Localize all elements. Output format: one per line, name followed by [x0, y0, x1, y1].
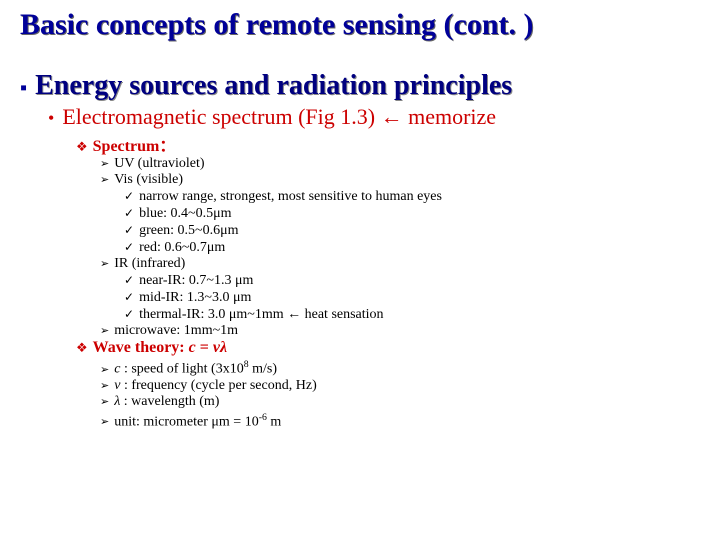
check-bullet-icon: ✓ [124, 188, 134, 204]
check-bullet-icon: ✓ [124, 306, 134, 322]
diamond-bullet-icon: ❖ [76, 341, 88, 355]
wave-item-3-text: λ : wavelength (m) [114, 394, 219, 410]
microwave-row: ➢ microwave: 1mm~1m [100, 323, 708, 339]
check-bullet-icon: ✓ [124, 289, 134, 305]
arrow-left-icon: ← [381, 104, 403, 129]
slide-title: Basic concepts of remote sensing (cont. … [20, 8, 708, 42]
check-bullet-icon: ✓ [124, 239, 134, 255]
wave-item-3: ➢ λ : wavelength (m) [100, 394, 708, 410]
wave-item-4: ➢ unit: micrometer μm = 10-6 m [100, 410, 708, 431]
ir-text: IR (infrared) [114, 256, 185, 272]
microwave-text: microwave: 1mm~1m [114, 323, 238, 339]
vis-item-4-text: red: 0.6~0.7μm [139, 240, 225, 256]
triangle-bullet-icon: ➢ [100, 362, 109, 378]
triangle-bullet-icon: ➢ [100, 172, 109, 188]
w1-txt2: m/s) [249, 362, 277, 377]
w2-txt: : frequency (cycle per second, Hz) [120, 378, 316, 393]
vis-item-3-text: green: 0.5~0.6μm [139, 223, 238, 239]
ir-item-1: ✓ near-IR: 0.7~1.3 μm [124, 272, 708, 289]
wave-item-2-text: ν : frequency (cycle per second, Hz) [114, 378, 317, 394]
diamond-bullet-icon: ❖ [76, 140, 88, 154]
section-heading: Energy sources and radiation principles [35, 70, 512, 102]
sub1-text-a: Electromagnetic spectrum (Fig 1.3) [62, 104, 380, 129]
ir-item-2: ✓ mid-IR: 1.3~3.0 μm [124, 289, 708, 306]
dot-bullet-icon: • [48, 108, 54, 129]
ir-item-3-text: thermal-IR: 3.0 μm~1mm ← heat sensation [139, 307, 383, 323]
vis-item-2-text: blue: 0.4~0.5μm [139, 206, 231, 222]
triangle-bullet-icon: ➢ [100, 256, 109, 272]
wave-item-2: ➢ ν : frequency (cycle per second, Hz) [100, 378, 708, 394]
subheading-row: • Electromagnetic spectrum (Fig 1.3) ← m… [48, 104, 708, 130]
w4-txt: unit: micrometer μm = 10 [114, 414, 258, 429]
uv-row: ➢ UV (ultraviolet) [100, 156, 708, 172]
check-bullet-icon: ✓ [124, 222, 134, 238]
w4-txt2: m [267, 414, 281, 429]
vis-item-1-text: narrow range, strongest, most sensitive … [139, 189, 442, 205]
wave-item-1-text: c : speed of light (3x108 m/s) [114, 357, 277, 378]
ir-item-2-text: mid-IR: 1.3~3.0 μm [139, 290, 251, 306]
section-heading-row: ▪ Energy sources and radiation principle… [20, 70, 708, 102]
check-bullet-icon: ✓ [124, 205, 134, 221]
vis-row: ➢ Vis (visible) [100, 172, 708, 188]
triangle-bullet-icon: ➢ [100, 156, 109, 172]
ir-row: ➢ IR (infrared) [100, 256, 708, 272]
vis-text: Vis (visible) [114, 172, 183, 188]
wave-nl: νλ [213, 339, 227, 356]
wave-item-4-text: unit: micrometer μm = 10-6 m [114, 410, 281, 431]
triangle-bullet-icon: ➢ [100, 414, 109, 430]
square-bullet-icon: ▪ [20, 77, 27, 100]
triangle-bullet-icon: ➢ [100, 378, 109, 394]
wave-theory-row: ❖ Wave theory: c = νλ [76, 339, 708, 357]
ir-item-3: ✓ thermal-IR: 3.0 μm~1mm ← heat sensatio… [124, 306, 708, 323]
wave-c: c [189, 339, 196, 356]
sub1-text-b: memorize [403, 104, 496, 129]
wave-eq: = [196, 339, 213, 356]
wave-label-text: Wave theory: [93, 339, 189, 356]
vis-item-1: ✓ narrow range, strongest, most sensitiv… [124, 188, 708, 205]
vis-item-2: ✓ blue: 0.4~0.5μm [124, 205, 708, 222]
wave-theory-label: Wave theory: c = νλ [93, 339, 227, 357]
check-bullet-icon: ✓ [124, 272, 134, 288]
vis-item-4: ✓ red: 0.6~0.7μm [124, 239, 708, 256]
w4-exp: -6 [259, 412, 267, 423]
w3-txt: : wavelength (m) [120, 394, 219, 409]
triangle-bullet-icon: ➢ [100, 394, 109, 410]
subheading-text: Electromagnetic spectrum (Fig 1.3) ← mem… [62, 104, 496, 130]
uv-text: UV (ultraviolet) [114, 156, 204, 172]
triangle-bullet-icon: ➢ [100, 323, 109, 339]
w1-txt: : speed of light (3x10 [120, 362, 243, 377]
wave-item-1: ➢ c : speed of light (3x108 m/s) [100, 357, 708, 378]
spectrum-label-row: ❖ Spectrum： [76, 132, 708, 156]
vis-item-3: ✓ green: 0.5~0.6μm [124, 222, 708, 239]
ir-item-1-text: near-IR: 0.7~1.3 μm [139, 273, 253, 289]
spectrum-label: Spectrum： [93, 132, 176, 156]
